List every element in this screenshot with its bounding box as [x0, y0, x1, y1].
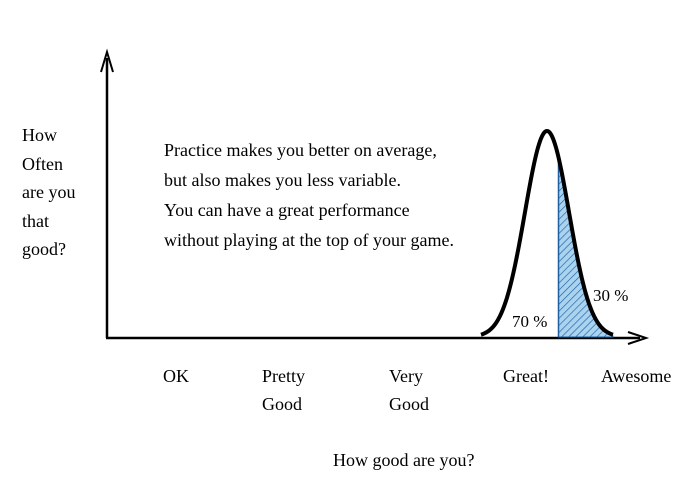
tick-label-awesome: Awesome — [601, 362, 671, 390]
x-axis-arrowhead — [627, 331, 650, 345]
tick-label-very-good: Very Good — [389, 362, 429, 418]
annotation-line: Practice makes you better on average, — [164, 140, 437, 160]
y-axis-label-line: are you — [22, 182, 76, 202]
annotation-line: but also makes you less variable. — [164, 170, 401, 190]
y-axis-label-line: that — [22, 210, 49, 231]
x-axis-label: How good are you? — [333, 450, 475, 470]
shaded-tail-area — [558, 157, 614, 338]
bell-curve — [480, 128, 614, 337]
annotation-line: You can have a great performance — [164, 200, 410, 220]
annotation-line: without playing at the top of your game. — [164, 230, 454, 250]
y-axis-label-line: Often — [22, 153, 63, 174]
tick-label-line: Very — [389, 366, 423, 386]
y-axis-label-line: How — [22, 125, 57, 145]
tick-label-ok: OK — [163, 362, 189, 390]
tick-label-line: Good — [389, 394, 429, 414]
annotation-text: Practice makes you better on average, bu… — [164, 135, 454, 255]
tick-label-line: Good — [262, 394, 302, 414]
y-axis-label: How Often are you that good? — [22, 121, 75, 264]
y-axis-label-line: good? — [22, 239, 66, 259]
tick-label-line: OK — [163, 366, 189, 386]
tick-label-line: Pretty — [262, 366, 305, 386]
tick-label-line: Great! — [503, 366, 549, 386]
tick-label-pretty-good: Pretty Good — [262, 362, 305, 418]
tick-label-great: Great! — [503, 362, 549, 390]
tick-label-line: Awesome — [601, 366, 672, 386]
right-area-percent-label: 30 % — [593, 286, 629, 305]
y-axis-arrowhead — [100, 48, 114, 73]
left-area-percent-label: 70 % — [512, 312, 548, 331]
